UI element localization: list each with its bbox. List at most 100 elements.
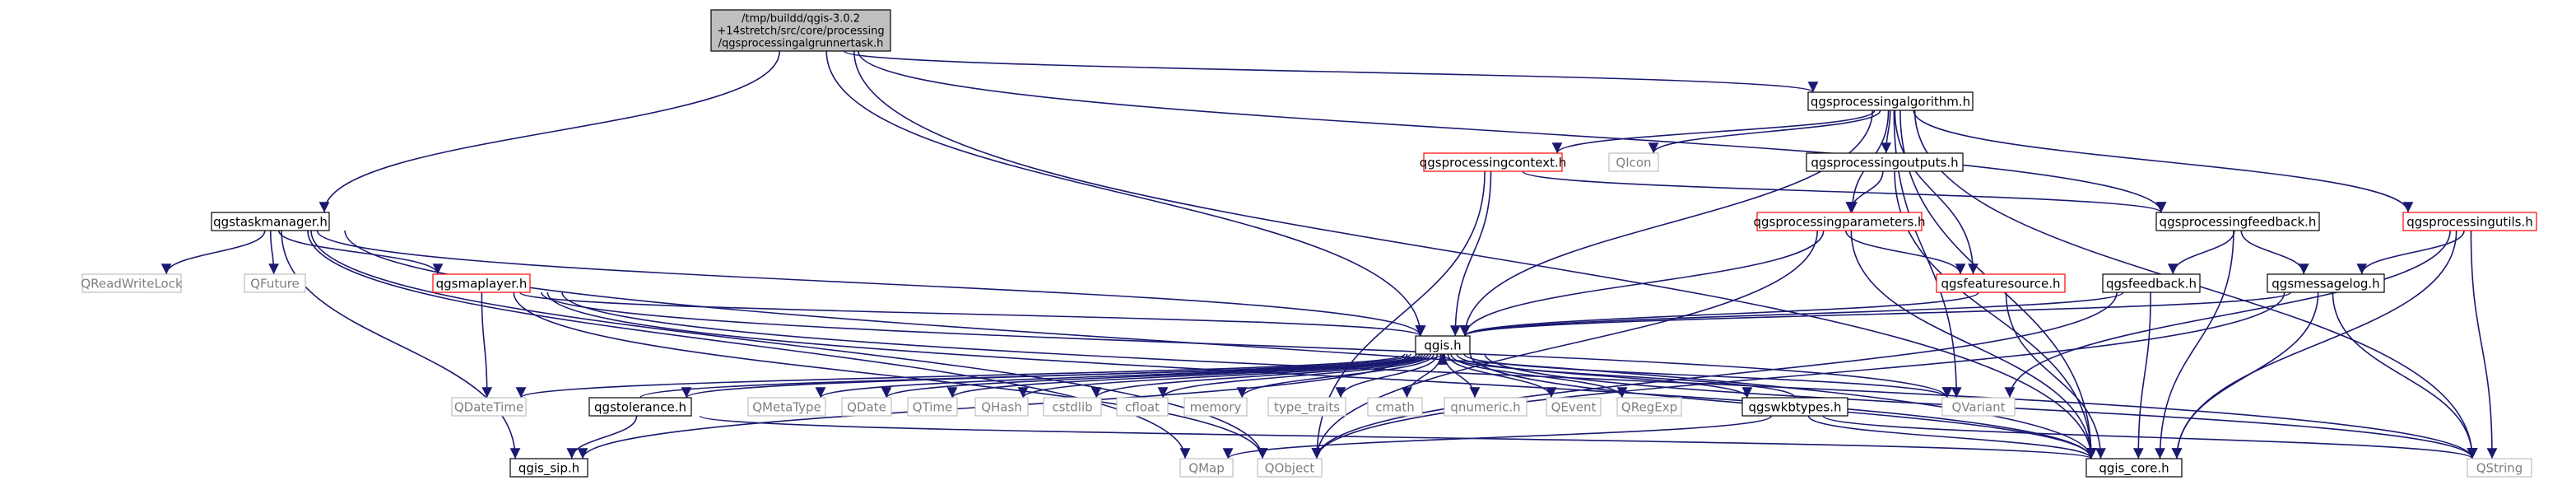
node-alg[interactable]: qgsprocessingalgorithm.h xyxy=(1807,91,1974,111)
node-msglog[interactable]: qgsmessagelog.h xyxy=(2267,273,2385,293)
node-box xyxy=(1423,152,1563,172)
node-box xyxy=(1936,273,2066,293)
node-label: qgswkbtypes.h xyxy=(1749,399,1842,414)
edge-arrow xyxy=(1459,291,1979,337)
node-cstdlib: cstdlib xyxy=(1043,397,1102,417)
node-box xyxy=(1806,152,1964,172)
nodes-layer: /tmp/buildd/qgis-3.0.2 +14stretch/src/cor… xyxy=(81,9,2537,478)
include-edge-params-qobject xyxy=(1311,230,1819,459)
edge-arrow xyxy=(1449,170,1492,337)
include-edge-maplayer-qvariant xyxy=(540,291,1953,399)
edge-arrow xyxy=(1459,291,2124,337)
edge-arrow xyxy=(2171,230,2457,459)
edge-arrow xyxy=(516,353,1406,399)
include-edge-utils-core xyxy=(2171,230,2457,459)
edge-arrow xyxy=(1311,230,1819,459)
include-edge-taskmgr-qgis xyxy=(316,230,1426,337)
node-utils[interactable]: qgsprocessingutils.h xyxy=(2402,212,2537,231)
node-qicon: QIcon xyxy=(1608,152,1659,172)
edge-arrow xyxy=(566,415,638,459)
node-outputs[interactable]: qgsprocessingoutputs.h xyxy=(1806,152,1964,172)
node-gfeedback[interactable]: qgsfeedback.h xyxy=(2102,273,2201,293)
include-edge-qgis-qdate xyxy=(881,353,1421,399)
edge-arrow xyxy=(268,230,280,275)
node-box xyxy=(1367,397,1423,417)
node-featsrc[interactable]: qgsfeaturesource.h xyxy=(1936,273,2066,293)
edge-arrow xyxy=(1463,353,1953,399)
edge-arrow xyxy=(639,353,1448,399)
include-edge-feedback-core xyxy=(2155,230,2234,459)
node-tolerance[interactable]: qgstolerance.h xyxy=(588,397,692,417)
node-label: QDate xyxy=(847,399,886,414)
node-box xyxy=(1444,397,1527,417)
node-label: QMetaType xyxy=(752,399,821,414)
edge-arrow xyxy=(2155,230,2234,459)
node-maplayer[interactable]: qgsmaplayer.h xyxy=(432,273,531,293)
node-wkbtypes[interactable]: qgswkbtypes.h xyxy=(1741,397,1848,417)
node-box xyxy=(841,397,892,417)
include-edge-alg-qicon xyxy=(1648,110,1881,154)
node-label: qgis_core.h xyxy=(2099,460,2169,476)
include-edge-alg-context xyxy=(1551,110,1876,154)
node-label: QDateTime xyxy=(454,399,523,414)
edge-arrow xyxy=(825,50,1426,337)
include-edge-qgis-wkbtypes xyxy=(1456,353,1753,399)
node-taskmgr[interactable]: qgstaskmanager.h xyxy=(211,212,330,231)
edge-arrow xyxy=(2356,230,2465,275)
edge-arrow xyxy=(1335,353,1439,399)
node-qtime: QTime xyxy=(907,397,958,417)
node-feedback[interactable]: qgsprocessingfeedback.h xyxy=(2155,212,2320,231)
edge-arrow xyxy=(1913,110,2414,213)
node-core[interactable]: qgis_core.h xyxy=(2085,458,2183,478)
node-box xyxy=(588,397,692,417)
include-edge-qgis-typetraits xyxy=(1335,353,1439,399)
node-label: qgsfeaturesource.h xyxy=(1941,276,2060,291)
edge-arrow xyxy=(1090,353,1429,399)
edge-arrow xyxy=(2171,291,2319,459)
node-label: QFuture xyxy=(250,276,300,291)
include-edge-gfeedback-qobject xyxy=(1311,291,2118,459)
edge-arrow xyxy=(1648,110,1881,154)
include-edge-context-feedback xyxy=(1522,170,2166,213)
include-edge-qgis-qevent xyxy=(1447,353,1557,399)
node-label: QTime xyxy=(913,399,953,414)
edge-arrow xyxy=(546,291,2097,459)
include-edge-qgis-cstdlib xyxy=(1090,353,1429,399)
node-box xyxy=(432,273,531,293)
node-box xyxy=(2402,212,2537,231)
node-label: QRegExp xyxy=(1621,399,1677,414)
edge-arrow xyxy=(513,291,1268,459)
include-edge-qgis-datetime xyxy=(516,353,1406,399)
node-box xyxy=(2085,458,2183,478)
edge-arrow xyxy=(277,230,444,275)
node-qgis[interactable]: qgis.h xyxy=(1415,335,1471,355)
include-edge-maplayer-qobject xyxy=(513,291,1268,459)
include-edge-tolerance-qgis xyxy=(639,353,1448,399)
include-edge-featsrc-qgis xyxy=(1459,291,1979,337)
edge-arrow xyxy=(844,50,1818,93)
edge-arrow xyxy=(481,291,493,399)
node-qstring: QString xyxy=(2467,458,2532,478)
node-cfloat: cfloat xyxy=(1116,397,1169,417)
edge-arrow xyxy=(540,291,1953,399)
node-params[interactable]: qgsprocessingparameters.h xyxy=(1754,212,1926,231)
node-sip[interactable]: qgis_sip.h xyxy=(509,458,588,478)
node-rwlock: QReadWriteLock xyxy=(81,273,183,293)
include-edge-alg-qgis xyxy=(1459,110,1874,337)
node-label: type_traits xyxy=(1274,399,1340,415)
include-edge-qgis-metatype xyxy=(815,353,1417,399)
node-context[interactable]: qgsprocessingcontext.h xyxy=(1420,152,1567,172)
include-edge-taskmgr-maplayer xyxy=(277,230,444,275)
edge-arrow xyxy=(1447,353,1557,399)
include-edge-feedback-msglog xyxy=(2240,230,2309,275)
edge-arrow xyxy=(2240,230,2309,275)
edge-arrow xyxy=(1222,415,1773,459)
node-metatype: QMetaType xyxy=(747,397,826,417)
edge-arrow xyxy=(1157,353,1432,399)
node-typetraits: type_traits xyxy=(1267,397,1346,417)
node-label: QEvent xyxy=(1551,399,1597,414)
node-box xyxy=(2267,273,2385,293)
include-edge-taskmgr-qfuture xyxy=(268,230,280,275)
node-root[interactable]: /tmp/buildd/qgis-3.0.2 +14stretch/src/cor… xyxy=(710,9,891,52)
